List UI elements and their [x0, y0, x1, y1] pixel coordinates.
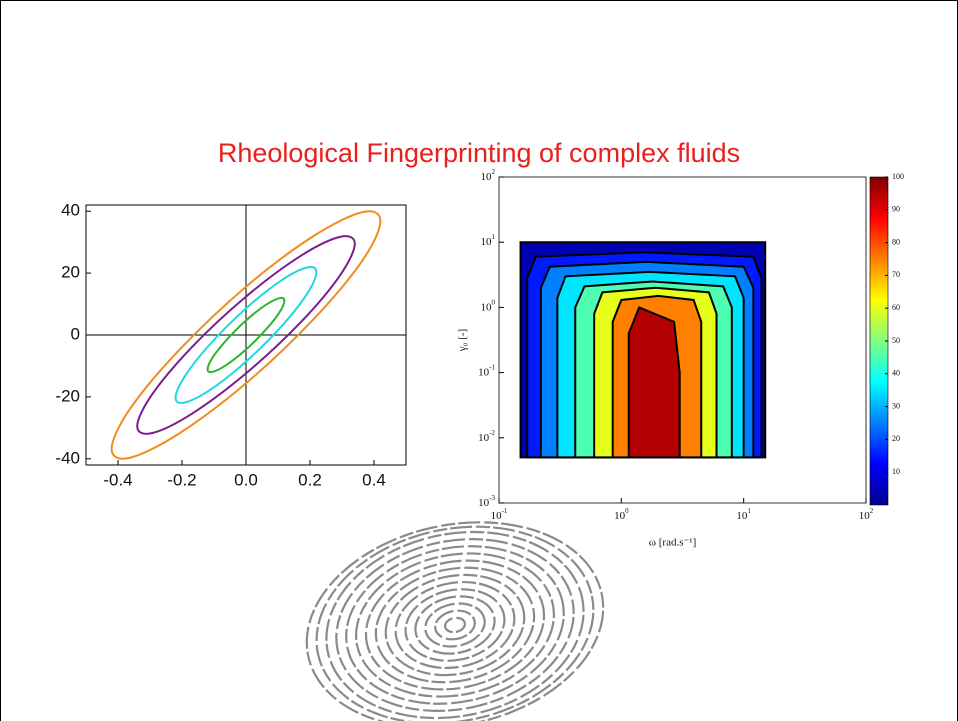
- tick-label: 101: [481, 233, 496, 248]
- tick-label: 100: [481, 298, 496, 313]
- tick-label: 60: [892, 303, 900, 312]
- lissajous-curve: [110, 210, 382, 460]
- tick-exponent: 2: [870, 507, 874, 515]
- tick-exponent: 2: [492, 168, 496, 176]
- tick-label: 40: [61, 201, 80, 220]
- tick-label: 100: [892, 172, 904, 181]
- tick-base: 10: [481, 236, 493, 248]
- tick-base: 10: [859, 510, 871, 522]
- tick-base: 10: [481, 301, 493, 313]
- tick-label: 70: [892, 270, 900, 279]
- tick-label: 80: [892, 237, 900, 246]
- y-axis-label: γ₀ [-]: [457, 329, 469, 352]
- tick-label: 90: [892, 205, 900, 214]
- tick-label: 0: [71, 324, 80, 343]
- tick-exponent: 1: [747, 507, 751, 515]
- tick-label: 0.2: [298, 470, 322, 489]
- tick-label: 102: [481, 168, 496, 183]
- tick-base: 10: [478, 497, 490, 509]
- tick-label: 100: [614, 507, 629, 522]
- tick-label: 10-1: [478, 363, 495, 378]
- tick-base: 10: [614, 510, 626, 522]
- tick-label: 10: [892, 467, 900, 476]
- tick-label: -40: [55, 448, 80, 467]
- tick-label: 0.4: [362, 470, 386, 489]
- lissajous-curve: [206, 296, 286, 374]
- tick-exponent: -3: [489, 494, 495, 502]
- slide-title: Rheological Fingerprinting of complex fl…: [218, 138, 740, 168]
- tick-label: 10-2: [478, 428, 495, 443]
- tick-label: 20: [61, 263, 80, 282]
- tick-label: -0.4: [103, 470, 132, 489]
- tick-label: 20: [892, 434, 900, 443]
- tick-exponent: 1: [492, 233, 496, 241]
- tick-base: 10: [478, 366, 490, 378]
- tick-exponent: 0: [492, 298, 496, 306]
- tick-label: 10-1: [491, 507, 508, 522]
- tick-label: 50: [892, 336, 900, 345]
- tick-exponent: -1: [489, 363, 495, 371]
- tick-base: 10: [736, 510, 748, 522]
- fingerprint: [305, 521, 605, 721]
- tick-label: -20: [55, 386, 80, 405]
- tick-label: 30: [892, 401, 900, 410]
- tick-exponent: -2: [489, 428, 495, 436]
- plot-frame: [498, 176, 867, 504]
- tick-exponent: 0: [625, 507, 629, 515]
- tick-label: 40: [892, 369, 900, 378]
- tick-exponent: -1: [502, 507, 508, 515]
- tick-label: 102: [859, 507, 874, 522]
- tick-base: 10: [481, 171, 493, 183]
- tick-base: 10: [491, 510, 503, 522]
- tick-label: -0.2: [167, 470, 196, 489]
- tick-base: 10: [478, 431, 490, 443]
- tick-label: 0.0: [234, 470, 258, 489]
- tick-label: 101: [736, 507, 751, 522]
- tick-label: 10-3: [478, 494, 495, 509]
- lissajous-curve: [136, 235, 356, 435]
- x-axis-label: ω [rad.s⁻¹]: [649, 537, 697, 549]
- lissajous-curve: [174, 266, 318, 404]
- contour-region: [627, 306, 681, 459]
